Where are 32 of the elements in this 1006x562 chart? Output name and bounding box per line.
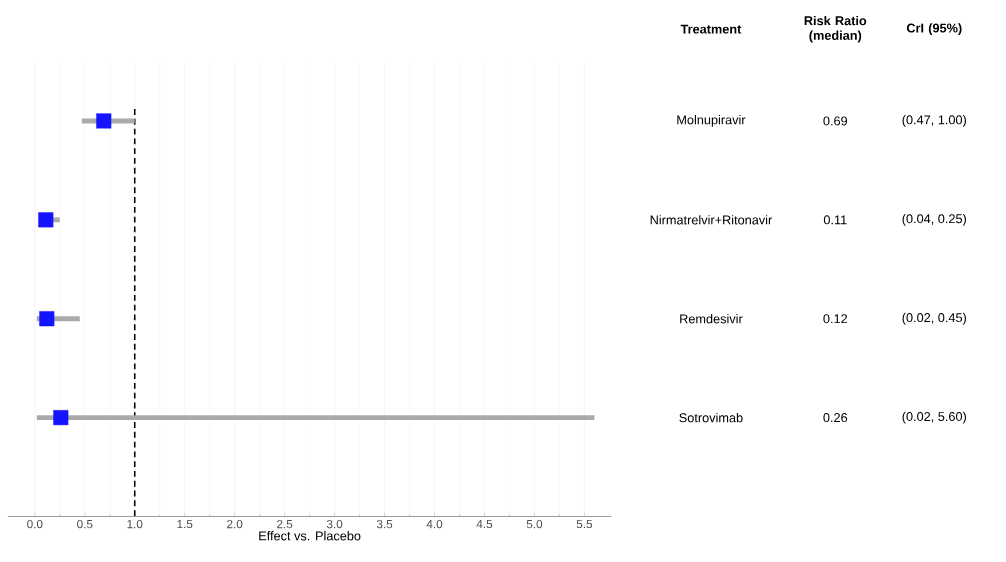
x-tick-label: 5.5 [576, 519, 593, 528]
x-tick-label: 1.5 [177, 519, 193, 528]
x-tick-label: 4.0 [426, 519, 443, 529]
y-tick-label: Sotrovimab [679, 412, 743, 423]
point [38, 212, 54, 228]
text: Treatment [680, 24, 742, 34]
y-tick-label: Remdesivir [680, 313, 743, 324]
data-label: 0.26 [823, 412, 848, 422]
text: CrI (95%) [906, 23, 962, 35]
x-tick-label: 3.0 [326, 519, 343, 529]
data-label: 0.69 [823, 116, 848, 126]
text: (0.04, 0.25) [902, 213, 966, 226]
x-axis-title: Effect vs. Placebo [259, 530, 361, 541]
text: (0.02, 5.60) [902, 411, 966, 424]
y-tick-label: Nirmatrelvir+Ritonavir [650, 214, 773, 225]
data-label: 0.12 [823, 313, 848, 323]
x-tick-label: 3.5 [376, 519, 393, 529]
x-tick-label: 2.0 [227, 519, 243, 529]
text: Risk Ratio (median) [804, 15, 867, 43]
x-tick-label: 1.0 [127, 519, 143, 529]
x-tick-label: 0.5 [77, 519, 93, 529]
y-tick-label: Molnupiravir [677, 114, 746, 127]
x-tick-label: 5.0 [526, 519, 543, 529]
text: (0.02, 0.45) [902, 312, 966, 325]
point [53, 409, 69, 425]
x-tick-label: 4.5 [476, 519, 493, 528]
x-tick-label: 2.5 [277, 519, 293, 529]
text: (0.47, 1.00) [902, 114, 966, 127]
point [39, 310, 55, 327]
point [96, 113, 112, 129]
x-tick-label: 0.0 [27, 519, 43, 529]
data-label: 0.11 [823, 215, 847, 225]
